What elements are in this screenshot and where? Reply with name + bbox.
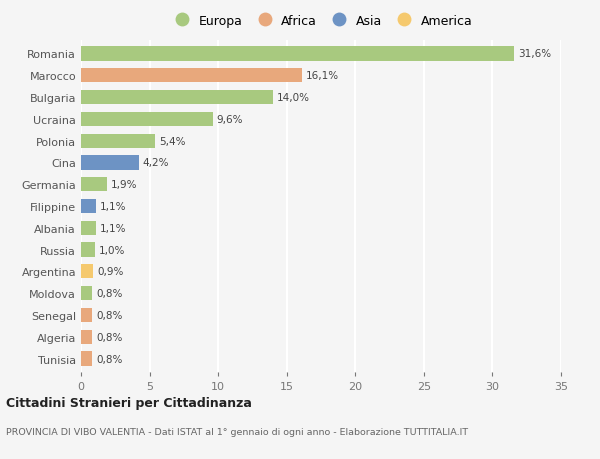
Bar [81,91,273,105]
Text: 0,8%: 0,8% [96,354,122,364]
Text: 0,8%: 0,8% [96,310,122,320]
Text: 9,6%: 9,6% [217,115,243,124]
Bar [81,286,92,301]
Text: 1,9%: 1,9% [111,180,137,190]
Legend: Europa, Africa, Asia, America: Europa, Africa, Asia, America [164,10,478,33]
Bar [81,200,96,213]
Bar [81,112,212,127]
Bar [81,134,155,148]
Bar [81,178,107,192]
Bar [81,243,95,257]
Text: Cittadini Stranieri per Cittadinanza: Cittadini Stranieri per Cittadinanza [6,396,252,409]
Text: 31,6%: 31,6% [518,50,551,59]
Bar [81,352,92,366]
Text: 16,1%: 16,1% [306,71,339,81]
Bar [81,308,92,322]
Text: 1,0%: 1,0% [99,245,125,255]
Text: 5,4%: 5,4% [159,136,185,146]
Text: 1,1%: 1,1% [100,223,127,233]
Bar [81,221,96,235]
Bar [81,330,92,344]
Bar [81,156,139,170]
Text: 14,0%: 14,0% [277,93,310,103]
Bar [81,69,302,83]
Bar [81,265,94,279]
Text: 4,2%: 4,2% [143,158,169,168]
Text: 1,1%: 1,1% [100,202,127,212]
Text: 0,8%: 0,8% [96,332,122,342]
Text: PROVINCIA DI VIBO VALENTIA - Dati ISTAT al 1° gennaio di ogni anno - Elaborazion: PROVINCIA DI VIBO VALENTIA - Dati ISTAT … [6,427,468,436]
Text: 0,8%: 0,8% [96,289,122,298]
Bar [81,47,514,62]
Text: 0,9%: 0,9% [97,267,124,277]
